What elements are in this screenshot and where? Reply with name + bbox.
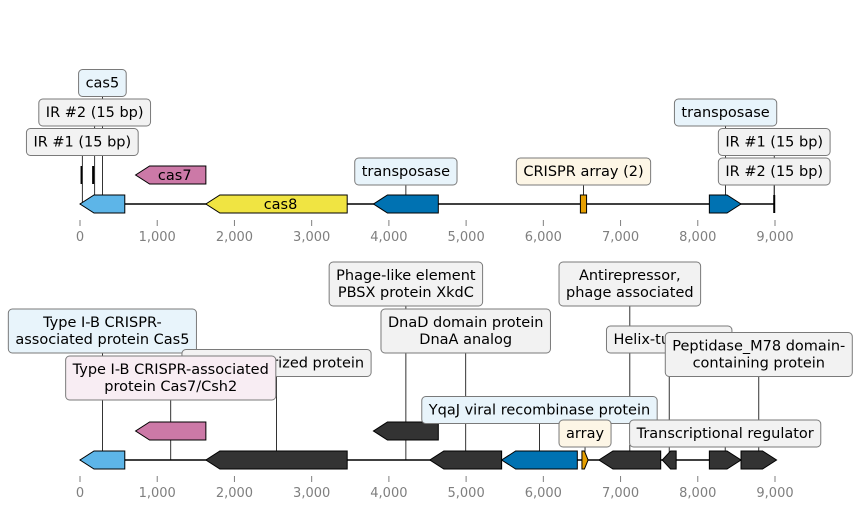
annotation-ir2-left: IR #2 (15 bp)	[38, 98, 152, 127]
annotation-ir2-left-box	[38, 98, 152, 127]
dnad-gene	[428, 450, 503, 470]
annotation-antirepressor-text: Antirepressor,	[579, 268, 681, 284]
annotation-cas5-protein-box	[7, 308, 197, 354]
axis-tick-label: 2,000	[216, 230, 253, 245]
axis-tick-label: 9,000	[756, 230, 793, 245]
annotation-dnad-text: DnaA analog	[419, 332, 512, 348]
annotation-cas7-protein-text: protein Cas7/Csh2	[104, 379, 237, 395]
annotation-transposase-left-text: transposase	[362, 164, 450, 180]
axis-tick-label: 3,000	[293, 486, 330, 501]
annotation-ir1-left-text: IR #1 (15 bp)	[33, 135, 131, 151]
axis-tick-label: 4,000	[370, 486, 407, 501]
annotation-xkdc-text: Phage-like element	[336, 268, 476, 284]
annotation-xkdc-text: PBSX protein XkdC	[338, 285, 474, 301]
transposase-gene-left	[372, 194, 439, 214]
annotation-crispr-array-text: CRISPR array (2)	[523, 164, 643, 180]
axis-tick-label: 5,000	[448, 230, 485, 245]
annotation-peptidase-box	[664, 332, 853, 377]
annotation-antirepressor: Antirepressor,phage associated	[558, 261, 702, 307]
annotation-antirepressor-box	[558, 261, 702, 307]
annotation-yqaj: YqaJ viral recombinase protein	[421, 396, 658, 424]
cas8-gene-label: cas8	[264, 197, 298, 213]
annotation-ir1-right-text: IR #1 (15 bp)	[725, 135, 823, 151]
array-feature	[581, 450, 589, 470]
annotation-cas5-box	[78, 69, 127, 97]
axis-tick-label: 1,000	[139, 486, 176, 501]
annotation-array: array	[558, 419, 612, 448]
axis-tick-label: 8,000	[679, 486, 716, 501]
cas5-gene	[79, 194, 126, 214]
annotation-crispr-array-box	[515, 157, 652, 186]
annotation-transposase-right-text: transposase	[681, 105, 769, 121]
axis-tick-label: 7,000	[602, 486, 639, 501]
annotation-yqaj-text: YqaJ viral recombinase protein	[428, 403, 650, 419]
annotation-cas5-protein-text: associated protein Cas5	[15, 332, 189, 348]
annotation-xkdc-box	[328, 261, 484, 307]
xkdc-gene	[372, 421, 439, 441]
cas7-gene	[134, 421, 207, 441]
transposase-gene-right	[708, 194, 742, 214]
annotation-transcriptional-regulator: Transcriptional regulator	[629, 419, 822, 448]
annotation-dnad-box	[380, 308, 551, 354]
annotation-yqaj-box	[421, 396, 658, 424]
annotation-peptidase-text: containing protein	[693, 356, 825, 372]
crispr-array-feature	[579, 194, 588, 214]
axis-tick-label: 0	[76, 486, 84, 501]
annotation-cas5-protein-text: Type I-B CRISPR-	[42, 315, 162, 331]
annotation-peptidase: Peptidase_M78 domain-containing protein	[664, 332, 853, 377]
axis-tick-label: 1,000	[139, 230, 176, 245]
axis-tick-label: 8,000	[679, 230, 716, 245]
annotation-ir1-right-box	[717, 128, 831, 156]
annotation-transposase-left-box	[354, 157, 458, 186]
annotation-ir2-left-text: IR #2 (15 bp)	[46, 105, 144, 121]
antirepressor-gene	[598, 450, 662, 470]
top-locus-panel: 0 1,000 2,000 3,000 4,000 5,000 6,000 7,000 8,00…	[25, 69, 831, 245]
yqaj-gene	[500, 450, 578, 470]
annotation-ir2-right-box	[717, 157, 831, 186]
annotation-cas5-protein: Type I-B CRISPR-associated protein Cas5	[7, 308, 197, 354]
annotation-array-text: array	[566, 426, 604, 442]
cas7-gene	[134, 165, 207, 185]
annotation-crispr-array: CRISPR array (2)	[515, 157, 652, 186]
axis-tick-label: 6,000	[525, 486, 562, 501]
annotation-ir1-right: IR #1 (15 bp)	[717, 128, 831, 156]
annotation-transposase-right: transposase	[673, 98, 778, 127]
annotation-transcriptional-regulator-box	[629, 419, 822, 448]
annotation-transcriptional-regulator-text: Transcriptional regulator	[636, 426, 814, 442]
axis-tick-label: 6,000	[525, 230, 562, 245]
hth-gene	[661, 450, 677, 470]
axis-tick-label: 9,000	[756, 486, 793, 501]
peptidase-gene	[740, 450, 778, 470]
annotation-dnad-text: DnaD domain protein	[388, 315, 543, 331]
transcriptional-regulator-gene	[708, 450, 742, 470]
axis-tick-label: 2,000	[216, 486, 253, 501]
axis-tick-label: 4,000	[370, 230, 407, 245]
annotation-cas5: cas5	[78, 69, 127, 97]
annotation-array-box	[558, 419, 612, 448]
annotation-ir1-left: IR #1 (15 bp)	[25, 128, 139, 156]
cas5-gene	[79, 450, 126, 470]
axis-tick-label: 0	[76, 230, 84, 245]
annotation-transposase-right-box	[673, 98, 778, 127]
annotation-antirepressor-text: phage associated	[566, 285, 694, 301]
annotation-cas7-protein-text: Type I-B CRISPR-associated	[72, 362, 269, 378]
annotation-peptidase-text: Peptidase_M78 domain-	[672, 339, 845, 355]
annotation-ir1-left-box	[25, 128, 139, 156]
axis-tick-label: 7,000	[602, 230, 639, 245]
annotation-ir2-right: IR #2 (15 bp)	[717, 157, 831, 186]
annotation-cas5-text: cas5	[86, 76, 120, 92]
cas7-gene-label: cas7	[158, 168, 192, 184]
annotation-cas7-protein-box	[65, 355, 277, 401]
axis-tick-label: 3,000	[293, 230, 330, 245]
annotation-ir2-right-text: IR #2 (15 bp)	[725, 164, 823, 180]
bottom-locus-panel: 0 1,000 2,000 3,000 4,000 5,000 6,000 7,000 8,00…	[7, 261, 853, 501]
cas8-gene	[204, 194, 348, 214]
uncharacterized-gene	[204, 450, 348, 470]
axis-tick-label: 5,000	[448, 486, 485, 501]
annotation-transposase-left: transposase	[354, 157, 458, 186]
